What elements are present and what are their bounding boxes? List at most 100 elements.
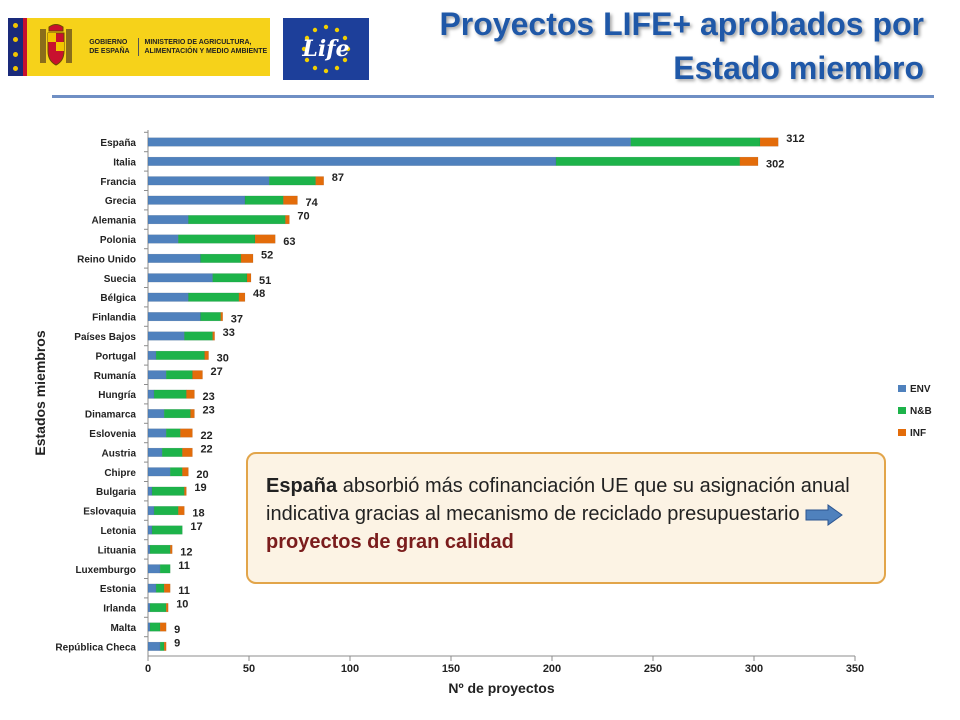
total-data-label: 9 — [174, 637, 180, 649]
total-data-label: 12 — [180, 546, 192, 558]
total-data-label: 37 — [231, 314, 243, 326]
bar-segment-inf — [759, 137, 779, 147]
y-tick-label: Eslovenia — [89, 429, 136, 440]
total-data-label: 11 — [178, 585, 190, 597]
total-data-label: 10 — [176, 599, 188, 611]
bar-segment-inf — [246, 273, 252, 283]
y-axis-title: Estados miembros — [32, 330, 48, 455]
x-tick-label: 350 — [846, 663, 864, 675]
y-tick-label: Portugal — [95, 351, 136, 362]
bar-segment-env — [147, 370, 167, 380]
bar-segment-env — [147, 603, 151, 613]
bar-segment-env — [147, 583, 157, 593]
coat-of-arms-icon — [27, 18, 85, 76]
bar-segment-nnb — [163, 409, 191, 419]
bar-segment-inf — [186, 389, 195, 399]
legend-swatch-inf — [898, 429, 906, 436]
bar-segment-env — [147, 273, 213, 283]
total-data-label: 22 — [200, 430, 212, 442]
bar-segment-nnb — [188, 215, 286, 225]
right-arrow-icon — [805, 503, 843, 526]
y-tick-label: Lituania — [98, 545, 137, 556]
bar-segment-env — [147, 564, 161, 574]
bar-segment-inf — [240, 253, 254, 263]
gov-logo-text-gobierno: GOBIERNO DE ESPAÑA — [85, 38, 139, 56]
y-tick-label: Letonia — [100, 526, 136, 537]
bar-segment-env — [147, 137, 632, 147]
bar-segment-env — [147, 156, 557, 166]
bar-segment-inf — [238, 292, 246, 302]
bar-segment-inf — [254, 234, 276, 244]
bar-segment-inf — [180, 428, 193, 438]
bar-segment-env — [147, 215, 189, 225]
title-line-1: Proyectos LIFE+ aprobados por — [439, 6, 924, 42]
bar-segment-inf — [739, 156, 759, 166]
bar-segment-nnb — [159, 641, 165, 651]
bar-segment-nnb — [149, 603, 167, 613]
y-tick-label: Grecia — [105, 196, 137, 207]
callout-conclusion: proyectos de gran calidad — [266, 531, 514, 553]
legend-swatch-env — [898, 385, 906, 392]
total-data-label: 11 — [178, 560, 190, 572]
y-tick-label: República Checa — [55, 642, 136, 653]
total-data-label: 51 — [259, 275, 271, 287]
bar-segment-nnb — [555, 156, 741, 166]
bar-segment-inf — [315, 176, 324, 186]
total-data-label: 312 — [786, 133, 804, 145]
bar-segment-nnb — [169, 467, 183, 477]
x-tick-label: 100 — [341, 663, 359, 675]
y-tick-label: Suecia — [104, 274, 137, 285]
y-tick-label: Bulgaria — [96, 487, 136, 498]
bar-segment-env — [147, 641, 161, 651]
bar-segment-nnb — [149, 622, 161, 632]
bar-segment-nnb — [212, 273, 248, 283]
callout-highlight-country: España — [266, 475, 338, 497]
y-tick-label: Francia — [100, 177, 136, 188]
bar-segment-inf — [190, 409, 195, 419]
bar-segment-nnb — [151, 525, 183, 535]
bar-segment-nnb — [178, 234, 256, 244]
bar-segment-env — [147, 234, 179, 244]
bar-segment-nnb — [165, 428, 181, 438]
total-data-label: 302 — [766, 158, 784, 170]
bar-segment-inf — [165, 603, 169, 613]
bar-segment-inf — [285, 215, 290, 225]
bar-segment-env — [147, 622, 151, 632]
bar-segment-env — [147, 525, 153, 535]
bar-segment-env — [147, 292, 189, 302]
title-divider — [52, 95, 934, 98]
bar-segment-inf — [182, 447, 193, 457]
bar-segment-nnb — [149, 544, 171, 554]
total-data-label: 20 — [196, 469, 208, 481]
bar-segment-env — [147, 331, 185, 341]
x-tick-label: 50 — [243, 663, 255, 675]
bar-segment-nnb — [244, 195, 284, 205]
bar-segment-inf — [182, 467, 189, 477]
bar-segment-env — [147, 486, 153, 496]
eu-flag-strip — [8, 18, 24, 76]
bar-segment-inf — [169, 544, 173, 554]
bar-segment-nnb — [151, 486, 185, 496]
y-tick-label: Eslovaquia — [83, 507, 136, 518]
legend-label: N&B — [910, 406, 932, 417]
total-data-label: 19 — [194, 482, 206, 494]
life-eu-logo: Life — [283, 18, 369, 80]
bar-segment-env — [147, 544, 151, 554]
total-data-label: 23 — [202, 391, 214, 403]
y-tick-label: Luxemburgo — [75, 565, 136, 576]
life-logo-text: Life — [302, 36, 350, 62]
bar-segment-env — [147, 389, 155, 399]
x-tick-label: 250 — [644, 663, 662, 675]
bar-segment-inf — [212, 331, 215, 341]
bar-segment-env — [147, 506, 155, 516]
total-data-label: 74 — [305, 197, 318, 209]
x-tick-label: 200 — [543, 663, 561, 675]
bar-segment-env — [147, 195, 246, 205]
total-data-label: 63 — [283, 236, 295, 248]
bar-segment-inf — [163, 583, 171, 593]
bar-segment-nnb — [159, 564, 171, 574]
bar-segment-nnb — [155, 583, 165, 593]
y-tick-label: Finlandia — [92, 313, 136, 324]
bar-segment-inf — [184, 486, 187, 496]
